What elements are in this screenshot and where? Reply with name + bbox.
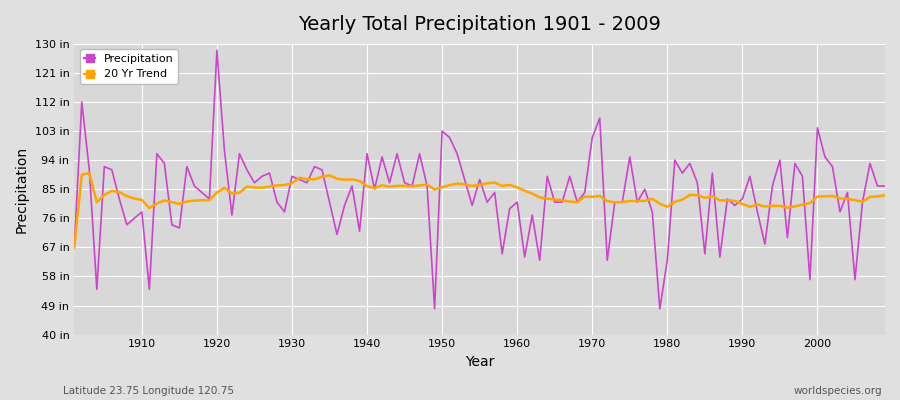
X-axis label: Year: Year [465, 355, 494, 369]
Title: Yearly Total Precipitation 1901 - 2009: Yearly Total Precipitation 1901 - 2009 [298, 15, 662, 34]
Text: Latitude 23.75 Longitude 120.75: Latitude 23.75 Longitude 120.75 [63, 386, 234, 396]
Y-axis label: Precipitation: Precipitation [15, 146, 29, 233]
Text: worldspecies.org: worldspecies.org [794, 386, 882, 396]
Legend: Precipitation, 20 Yr Trend: Precipitation, 20 Yr Trend [80, 50, 178, 84]
